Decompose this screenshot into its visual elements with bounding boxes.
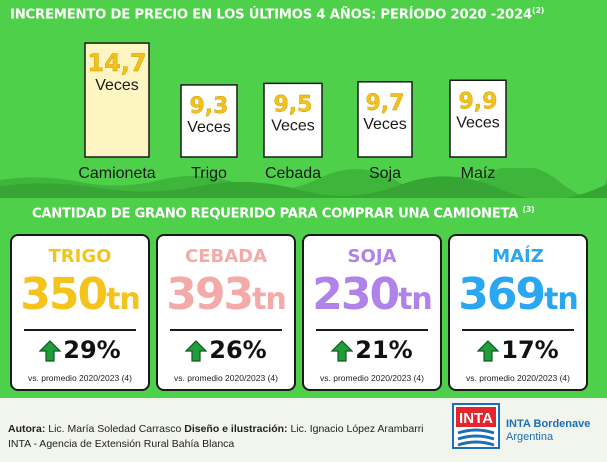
bar-unit-label: Veces <box>271 117 315 134</box>
card-change: 29% <box>12 336 148 364</box>
inta-logo: INTA <box>452 403 500 449</box>
bar-unit-label: Veces <box>363 116 407 133</box>
tonnes-unit: tn <box>106 282 141 317</box>
card-note: vs. promedio 2020/2023 (4) <box>320 373 424 383</box>
change-value: 26% <box>209 336 267 364</box>
bar-unit-label: Veces <box>95 77 139 94</box>
card-title: SOJA <box>347 246 397 267</box>
bar-camioneta <box>84 42 150 158</box>
svg-text:INTA: INTA <box>459 410 493 427</box>
card-tonnes: 369tn <box>450 268 586 327</box>
card-title: CEBADA <box>184 246 268 267</box>
credits: Autora: Lic. María Soledad Carrasco Dise… <box>8 423 424 450</box>
card-change: 21% <box>304 336 440 364</box>
divider <box>316 329 428 331</box>
section-title: CANTIDAD DE GRANO REQUERIDO PARA COMPRAR… <box>32 205 535 222</box>
bar-value-label: 9,7 <box>366 91 405 116</box>
bar-value-label: 9,3 <box>190 94 229 119</box>
card-tonnes: 350tn <box>12 268 148 327</box>
card-title: MAÍZ <box>492 246 544 267</box>
bar-unit-label: Veces <box>187 119 231 136</box>
tonnes-unit: tn <box>252 282 287 317</box>
tonnes-number: 350 <box>20 269 108 320</box>
chart-title: INCREMENTO DE PRECIO EN LOS ÚLTIMOS 4 AÑ… <box>10 6 545 23</box>
category-label: Cebada <box>265 165 321 182</box>
arrow-up-icon <box>330 340 354 362</box>
card-trigo: TRIGO 350tn 29% vs. promedio 2020/2023 (4) <box>10 234 150 391</box>
arrow-up-icon <box>38 340 62 362</box>
bar-soja <box>357 81 413 158</box>
change-value: 17% <box>501 336 559 364</box>
category-label: Camioneta <box>78 165 155 182</box>
card-change: 26% <box>158 336 294 364</box>
card-title: TRIGO <box>48 246 112 267</box>
grass-decoration <box>0 168 607 198</box>
change-value: 21% <box>355 336 413 364</box>
tonnes-unit: tn <box>398 282 433 317</box>
tonnes-number: 230 <box>312 269 400 320</box>
bar-trigo <box>180 84 238 158</box>
divider <box>462 329 574 331</box>
divider <box>24 329 136 331</box>
tonnes-unit: tn <box>544 282 579 317</box>
tonnes-number: 393 <box>166 269 254 320</box>
org-name: INTA Bordenave Argentina <box>506 418 591 443</box>
tonnes-number: 369 <box>458 269 546 320</box>
card-soja: SOJA 230tn 21% vs. promedio 2020/2023 (4) <box>302 234 442 391</box>
arrow-up-icon <box>476 340 500 362</box>
card-change: 17% <box>450 336 586 364</box>
bar-value-label: 14,7 <box>87 49 146 77</box>
bar-value-label: 9,9 <box>459 89 498 114</box>
bar-cebada <box>263 82 323 158</box>
category-label: Maíz <box>461 165 496 182</box>
category-label: Soja <box>369 165 401 182</box>
change-value: 29% <box>63 336 121 364</box>
card-maiz: MAÍZ 369tn 17% vs. promedio 2020/2023 (4) <box>448 234 588 391</box>
divider <box>170 329 282 331</box>
card-tonnes: 393tn <box>158 268 294 327</box>
card-cebada: CEBADA 393tn 26% vs. promedio 2020/2023 (4) <box>156 234 296 391</box>
card-tonnes: 230tn <box>304 268 440 327</box>
price-increase-chart: 14,7VecesCamioneta9,3VecesTrigo9,5VecesC… <box>78 42 507 182</box>
card-note: vs. promedio 2020/2023 (4) <box>466 373 570 383</box>
card-note: vs. promedio 2020/2023 (4) <box>28 373 132 383</box>
bar-unit-label: Veces <box>456 114 500 131</box>
bar-maiz <box>449 79 507 158</box>
bar-value-label: 9,5 <box>274 92 313 117</box>
arrow-up-icon <box>184 340 208 362</box>
card-note: vs. promedio 2020/2023 (4) <box>174 373 278 383</box>
category-label: Trigo <box>191 165 227 182</box>
